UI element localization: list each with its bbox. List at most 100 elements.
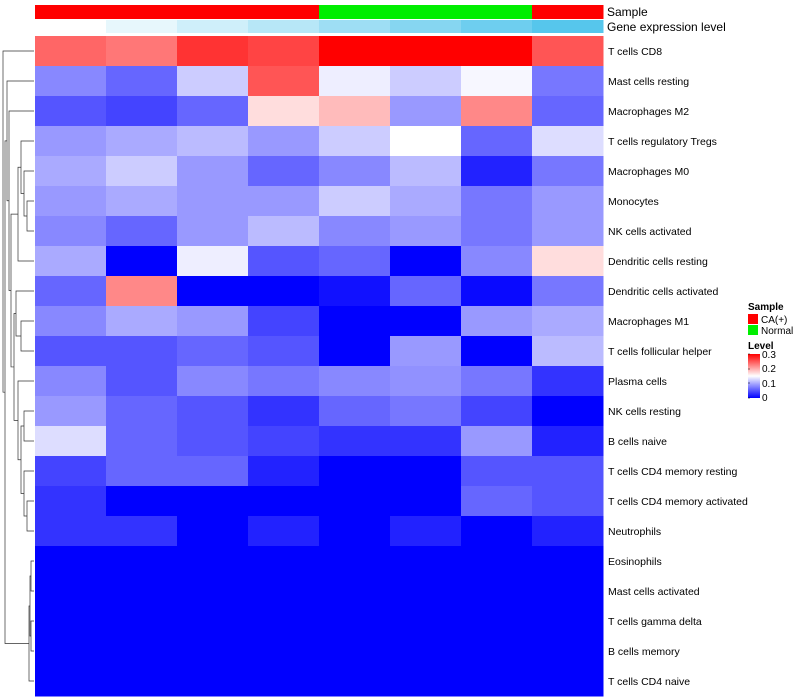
heatmap-cell	[390, 516, 462, 547]
row-label: Mast cells activated	[608, 586, 700, 598]
row-label: Macrophages M2	[608, 106, 689, 118]
heatmap-cell	[106, 576, 178, 607]
heatmap-cell	[390, 456, 462, 487]
heatmap-cell	[106, 96, 178, 127]
heatmap-cell	[390, 306, 462, 337]
row-label: T cells follicular helper	[608, 346, 712, 358]
heatmap-cell	[319, 396, 391, 427]
legend-label-normal: Normal	[761, 326, 793, 337]
heatmap-cell	[319, 96, 391, 127]
heatmap-cell	[106, 666, 178, 697]
heatmap-cell	[106, 36, 178, 67]
heatmap-cell	[106, 636, 178, 667]
dendrogram-branch	[20, 425, 24, 494]
heatmap-cell	[461, 666, 533, 697]
heatmap-cell	[106, 306, 178, 337]
heatmap-cell	[35, 366, 107, 397]
heatmap-cell	[319, 486, 391, 517]
heatmap-cell	[248, 36, 320, 67]
row-label: Macrophages M0	[608, 166, 689, 178]
heatmap-cell	[532, 426, 604, 457]
heatmap-cell	[35, 306, 107, 337]
heatmap-cell	[248, 156, 320, 187]
heatmap-cell	[390, 606, 462, 637]
heatmap-cell	[106, 156, 178, 187]
dendrogram-branch	[26, 500, 34, 532]
heatmap-cell	[461, 516, 533, 547]
row-label: T cells CD8	[608, 46, 662, 58]
gene-annotation-cell	[532, 20, 604, 33]
heatmap-cell	[461, 96, 533, 127]
heatmap-cell	[106, 456, 178, 487]
heatmap-cell	[390, 36, 462, 67]
heatmap-cell	[177, 576, 249, 607]
sample-annotation-cell	[177, 5, 249, 19]
heatmap-cell	[106, 336, 178, 367]
heatmap-cells	[35, 36, 604, 697]
heatmap-cell	[35, 66, 107, 97]
dendrogram-branch	[30, 560, 34, 592]
level-tick-0.1: 0.1	[762, 379, 776, 390]
row-label: Monocytes	[608, 196, 659, 208]
heatmap-cell	[532, 216, 604, 247]
heatmap-cell	[461, 306, 533, 337]
dendrogram-branch	[2, 50, 34, 393]
heatmap-cell	[248, 336, 320, 367]
heatmap-cell	[106, 246, 178, 277]
heatmap-cell	[461, 156, 533, 187]
heatmap-cell	[248, 456, 320, 487]
heatmap-cell	[248, 126, 320, 157]
heatmap-cell	[390, 426, 462, 457]
heatmap-cell	[177, 156, 249, 187]
heatmap-cell	[106, 66, 178, 97]
heatmap-cell	[35, 426, 107, 457]
heatmap-cell	[248, 516, 320, 547]
heatmap-cell	[532, 576, 604, 607]
heatmap-cell	[177, 396, 249, 427]
heatmap-cell	[177, 666, 249, 697]
row-label: NK cells resting	[608, 406, 681, 418]
heatmap-cell	[532, 66, 604, 97]
heatmap-cell	[532, 186, 604, 217]
heatmap-cell	[106, 216, 178, 247]
heatmap-cell	[532, 366, 604, 397]
row-label: Neutrophils	[608, 526, 661, 538]
dendrogram-branch	[17, 380, 34, 461]
dendrogram-branch	[17, 166, 34, 262]
heatmap-cell	[390, 576, 462, 607]
heatmap-cell	[319, 636, 391, 667]
row-label: Dendritic cells resting	[608, 256, 708, 268]
heatmap-cell	[177, 636, 249, 667]
row-label: Plasma cells	[608, 376, 667, 388]
heatmap-cell	[248, 606, 320, 637]
heatmap-cell	[177, 486, 249, 517]
heatmap-cell	[177, 546, 249, 577]
row-label: B cells naive	[608, 436, 667, 448]
heatmap-cell	[106, 516, 178, 547]
heatmap-cell	[319, 336, 391, 367]
heatmap-cell	[390, 546, 462, 577]
heatmap-cell	[177, 186, 249, 217]
heatmap-cell	[461, 546, 533, 577]
heatmap-cell	[461, 426, 533, 457]
heatmap-cell	[248, 636, 320, 667]
heatmap-cell	[106, 546, 178, 577]
heatmap-cell	[390, 96, 462, 127]
heatmap-cell	[319, 66, 391, 97]
heatmap-cell	[106, 606, 178, 637]
gene-annotation-cell	[35, 20, 107, 33]
row-label: B cells memory	[608, 646, 681, 658]
heatmap-cell	[248, 216, 320, 247]
heatmap-cell	[35, 156, 107, 187]
dendrogram-branch	[20, 320, 34, 352]
heatmap-cell	[248, 96, 320, 127]
sample-annotation-label: Sample	[607, 5, 648, 19]
heatmap-cell	[319, 456, 391, 487]
sample-annotation-cell	[319, 5, 391, 19]
sample-annotation-cell	[106, 5, 178, 19]
gene-annotation-cell	[461, 20, 533, 33]
heatmap-cell	[532, 306, 604, 337]
heatmap-cell	[177, 426, 249, 457]
heatmap-cell	[35, 276, 107, 307]
